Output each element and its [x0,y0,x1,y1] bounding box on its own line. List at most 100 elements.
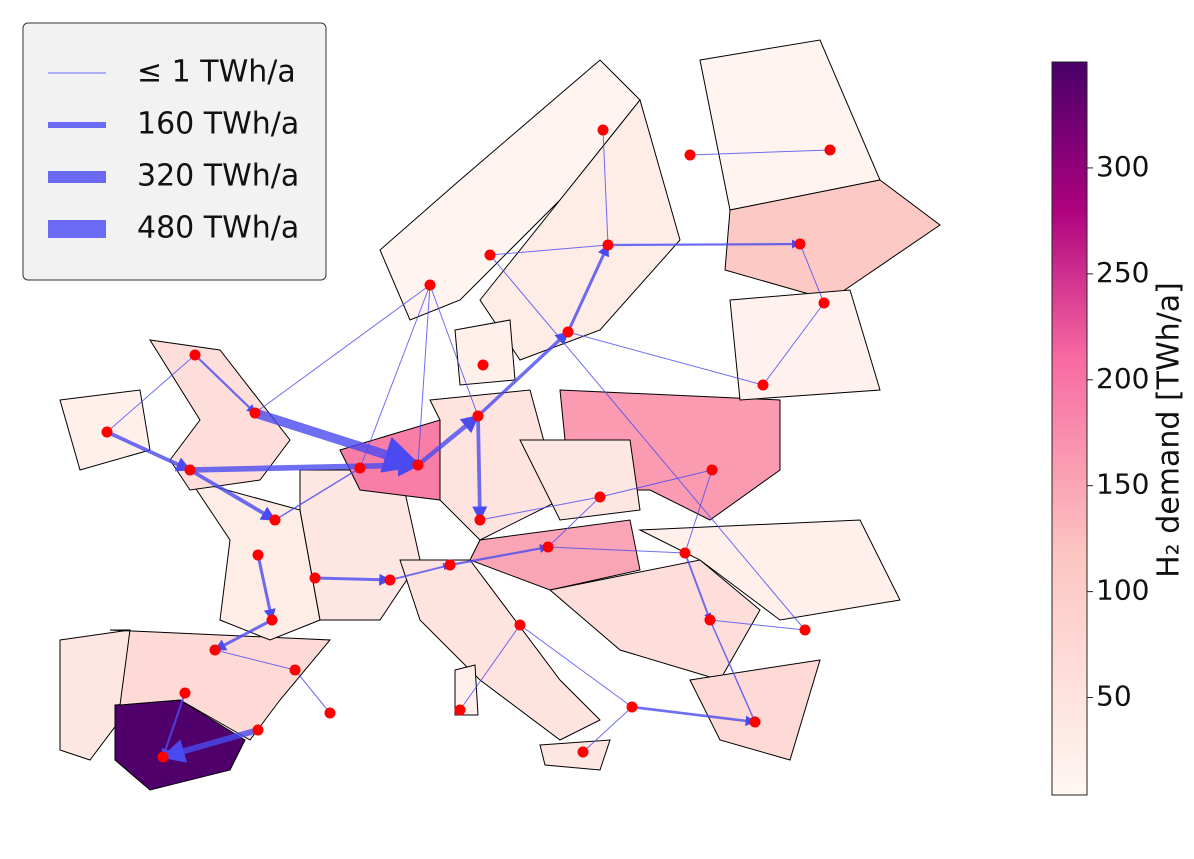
colorbar-tick-label: 300 [1096,150,1149,183]
flow-arrow [489,254,806,631]
node [597,124,609,136]
colorbar-axis: 50 100 150 200 250 300 [1087,150,1149,713]
flow-arrow [193,353,257,415]
legend-label: ≤ 1 TWh/a [137,55,296,90]
flow-arrow [479,495,601,521]
node [542,541,554,553]
nodes [101,124,836,763]
flow-arrow [630,705,757,727]
flows [105,129,831,763]
node [249,407,261,419]
region [724,179,941,301]
node [757,379,769,391]
node [484,249,496,261]
colorbar-tick-label: 100 [1096,574,1149,607]
node [157,751,169,763]
flow-arrow [519,624,633,708]
node [209,644,221,656]
node [189,349,201,361]
region [548,559,761,681]
region [689,659,821,761]
node [794,238,806,250]
flow-arrow [415,413,481,468]
node [477,359,489,371]
flow-arrow [389,562,451,581]
node [514,619,526,631]
node [266,614,278,626]
flow-arrow [566,243,610,334]
flow-arrow [684,469,713,554]
region [59,629,131,761]
colorbar-label: H₂ demand [TWh/a] [1152,282,1187,578]
flow-arrow [256,553,276,622]
colorbar-tick-label: 200 [1096,362,1149,395]
flow-arrow [606,239,802,249]
node [184,464,196,476]
node [101,426,113,438]
region [399,559,601,741]
region [149,339,291,491]
flow-arrow [689,148,831,156]
flow-arrow [448,544,550,567]
flow-arrow [684,552,712,621]
flow-arrow [567,331,764,386]
node [824,144,836,156]
region [699,39,881,211]
flow-arrow [294,669,331,714]
flow-arrow [160,727,261,763]
flow-arrow [359,284,431,469]
node [384,574,396,586]
flow-arrow [105,430,192,472]
node [704,614,716,626]
node [289,664,301,676]
region [539,739,611,771]
node [684,149,696,161]
flow-arrow [709,618,806,631]
flow-arrow [547,496,601,548]
flow-arrow [254,284,431,414]
flow-arrow [429,284,479,417]
region [469,519,641,591]
node [562,326,574,338]
region [454,319,516,386]
node [444,559,456,571]
flow-arrow [602,129,610,246]
node [412,459,424,471]
legend-label: 480 TWh/a [137,211,299,246]
flow-arrow [472,414,488,522]
region [109,629,332,741]
flow-arrow [799,243,825,304]
region [519,439,641,521]
flow-arrow [213,618,274,652]
colorbar [1051,61,1088,796]
node [472,410,484,422]
flow-arrow [187,454,421,477]
flow-arrow [313,573,392,586]
node [626,701,638,713]
legend-label: 160 TWh/a [137,107,299,142]
node [577,746,589,758]
node [424,279,436,291]
legend: ≤ 1 TWh/a 160 TWh/a 320 TWh/a 480 TWh/a [48,55,299,246]
flow-arrow [762,302,825,386]
region [729,289,881,401]
node [706,464,718,476]
flow-arrow [161,691,187,759]
flow-arrow [599,468,713,498]
flow-arrow [476,330,570,418]
flow-arrow [489,243,609,256]
flow-arrow [214,649,296,672]
node [252,724,264,736]
region [479,98,681,361]
colorbar-tick-label: 50 [1096,680,1132,713]
flow-arrow [106,354,196,433]
flow-arrow [188,468,277,522]
flow-arrow [709,619,756,723]
node [354,462,366,474]
node [679,547,691,559]
flow-arrow [274,467,361,521]
node [749,716,761,728]
node [269,514,281,526]
flow-arrow [547,546,686,555]
